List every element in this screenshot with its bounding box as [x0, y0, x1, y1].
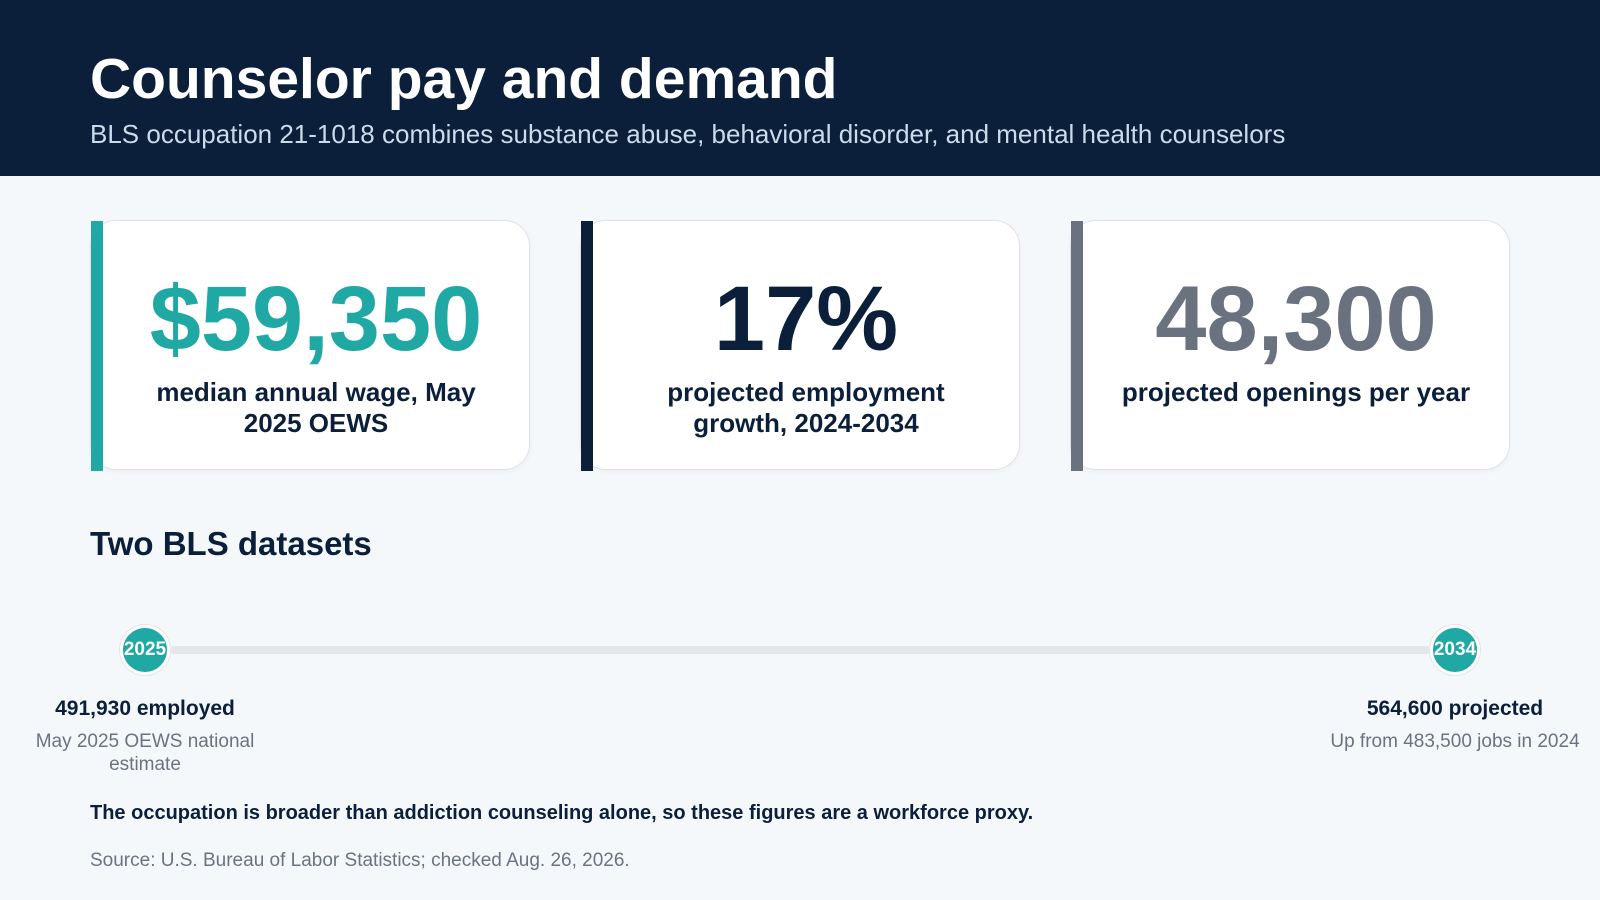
milestone-headline: 564,600 projected	[1366, 697, 1544, 720]
timeline-milestone-start: 491,930 employed May 2025 OEWS national …	[15, 696, 275, 776]
milestone-headline: 491,930 employed	[55, 697, 235, 720]
stat-card-accent-bar	[581, 221, 593, 471]
stat-card-employment-growth: 17% projected employment growth, 2024-20…	[580, 220, 1020, 471]
timeline-marker-start: 2025	[120, 625, 170, 675]
stat-card-accent-bar	[91, 221, 103, 471]
milestone-detail: May 2025 OEWS national estimate	[35, 731, 255, 775]
stat-value-median-wage: $59,350	[149, 268, 483, 370]
stat-card-accent-bar	[1071, 221, 1083, 471]
timeline-milestone-end: 564,600 projected Up from 483,500 jobs i…	[1325, 696, 1585, 753]
footnote: The occupation is broader than addiction…	[90, 802, 1034, 824]
timeline-marker-end: 2034	[1430, 625, 1480, 675]
stat-value-annual-openings: 48,300	[1155, 268, 1437, 370]
section-title: Two BLS datasets	[90, 525, 372, 562]
stat-label-median-wage: median annual wage, May 2025 OEWS	[156, 377, 476, 438]
stat-label-employment-growth: projected employment growth, 2024-2034	[667, 377, 945, 438]
header-banner: Counselor pay and demand BLS occupation …	[0, 0, 1600, 176]
milestone-detail: Up from 483,500 jobs in 2024	[1330, 731, 1580, 752]
stat-value-employment-growth: 17%	[713, 268, 899, 370]
stat-card-annual-openings: 48,300 projected openings per year	[1070, 220, 1510, 471]
stat-card-median-wage: $59,350 median annual wage, May 2025 OEW…	[90, 220, 530, 471]
page-subtitle: BLS occupation 21-1018 combines substanc…	[90, 119, 1286, 149]
stat-label-annual-openings: projected openings per year	[1121, 377, 1471, 407]
page-title: Counselor pay and demand	[90, 47, 838, 111]
source-citation: Source: U.S. Bureau of Labor Statistics;…	[90, 850, 630, 871]
timeline-track	[170, 646, 1430, 654]
